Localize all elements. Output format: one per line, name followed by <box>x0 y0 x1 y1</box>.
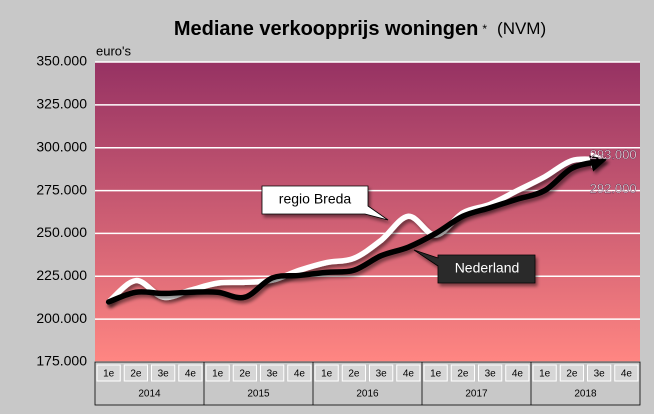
quarter-cell <box>341 364 366 382</box>
quarter-cell <box>559 364 584 382</box>
quarter-cell <box>505 364 530 382</box>
legend-callout: regio Breda <box>261 185 389 221</box>
legend-label: Nederland <box>455 260 520 276</box>
quarter-cell <box>396 364 421 382</box>
quarter-cell <box>532 364 557 382</box>
quarter-cell <box>232 364 257 382</box>
x-tick-label: 3e <box>158 369 170 380</box>
x-tick-label: 3e <box>594 369 606 380</box>
year-label: 2016 <box>356 389 379 400</box>
y-tick-label: 225.000 <box>36 267 87 283</box>
x-tick-label: 4e <box>403 369 415 380</box>
callout-box <box>413 249 536 284</box>
x-tick-label: 2e <box>130 369 142 380</box>
chart-title-group: Mediane verkoopprijs woningen * (NVM) <box>174 18 546 40</box>
x-tick-label: 3e <box>376 369 388 380</box>
x-tick-label: 2e <box>348 369 360 380</box>
y-tick-label: 250.000 <box>36 224 87 240</box>
quarter-cell <box>587 364 612 382</box>
series-line <box>105 155 608 305</box>
quarter-cell <box>178 364 203 382</box>
y-axis-label: euro's <box>96 43 132 58</box>
x-tick-label: 2e <box>566 369 578 380</box>
x-tick-label: 2e <box>457 369 469 380</box>
x-tick-label: 4e <box>185 369 197 380</box>
x-tick-label: 3e <box>267 369 279 380</box>
x-tick-label: 4e <box>294 369 306 380</box>
legend-label: regio Breda <box>279 191 352 207</box>
quarter-cell <box>123 364 148 382</box>
x-tick-label: 1e <box>103 369 115 380</box>
data-label: 292.000 <box>590 181 637 196</box>
x-tick-label: 1e <box>321 369 333 380</box>
quarter-cell <box>151 364 176 382</box>
quarter-cell <box>314 364 339 382</box>
y-tick-label: 350.000 <box>36 53 87 69</box>
x-tick-label: 4e <box>512 369 524 380</box>
y-tick-label: 275.000 <box>36 181 87 197</box>
callout-box <box>261 185 389 221</box>
year-label: 2018 <box>574 389 597 400</box>
quarter-cell <box>450 364 475 382</box>
x-tick-label: 2e <box>239 369 251 380</box>
title-mark: * <box>482 22 487 36</box>
x-tick-label: 3e <box>485 369 497 380</box>
data-label: 293.000 <box>590 147 637 162</box>
x-tick-label: 1e <box>212 369 224 380</box>
year-label: 2017 <box>465 389 488 400</box>
x-tick-label: 4e <box>621 369 633 380</box>
quarter-cell <box>369 364 394 382</box>
y-tick-label: 300.000 <box>36 138 87 154</box>
quarter-cell <box>96 364 121 382</box>
year-label: 2015 <box>247 389 270 400</box>
quarter-cell <box>478 364 503 382</box>
y-tick-label: 200.000 <box>36 310 87 326</box>
legend-callout: Nederland <box>413 249 536 284</box>
x-tick-label: 1e <box>539 369 551 380</box>
quarter-cell <box>260 364 285 382</box>
y-tick-label: 325.000 <box>36 96 87 112</box>
quarter-cell <box>205 364 230 382</box>
quarter-cell <box>614 364 639 382</box>
chart-title: Mediane verkoopprijs woningen <box>174 18 479 40</box>
quarter-cell <box>287 364 312 382</box>
x-tick-label: 1e <box>430 369 442 380</box>
y-tick-label: 175.000 <box>36 353 87 369</box>
quarter-cell <box>423 364 448 382</box>
year-label: 2014 <box>138 389 161 400</box>
title-source: (NVM) <box>497 19 546 38</box>
